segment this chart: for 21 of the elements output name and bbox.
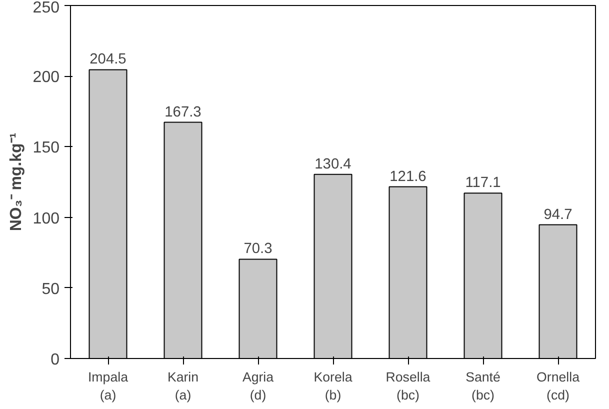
data-label: 204.5: [90, 52, 126, 68]
x-tick-label: Rosella (bc): [386, 370, 431, 402]
y-axis-title: NO₃⁻ mg.kg⁻¹: [8, 132, 25, 232]
x-tick-label: Impala (a): [88, 370, 129, 402]
y-tick-label: 250: [32, 0, 60, 16]
y-tick-label: 100: [32, 210, 60, 228]
data-label: 121.6: [390, 168, 426, 185]
x-tick-label: Karin (a): [167, 370, 199, 402]
data-label: 167.3: [164, 104, 202, 120]
y-tick-label: 150: [32, 140, 60, 157]
x-tick-label: Agria (d): [242, 370, 274, 402]
y-tick-label: 200: [32, 69, 60, 86]
y-tick-label: 50: [42, 280, 60, 298]
x-tick-label: Korela (b): [314, 370, 353, 402]
y-tick-label: 0: [50, 352, 60, 368]
x-tick-label: Santé (bc): [466, 370, 500, 402]
data-label: 130.4: [314, 156, 352, 172]
data-label: 117.1: [465, 175, 501, 192]
x-tick-label: Ornella (cd): [536, 370, 580, 402]
data-label: 94.7: [544, 206, 572, 223]
data-label: 70.3: [244, 241, 272, 258]
